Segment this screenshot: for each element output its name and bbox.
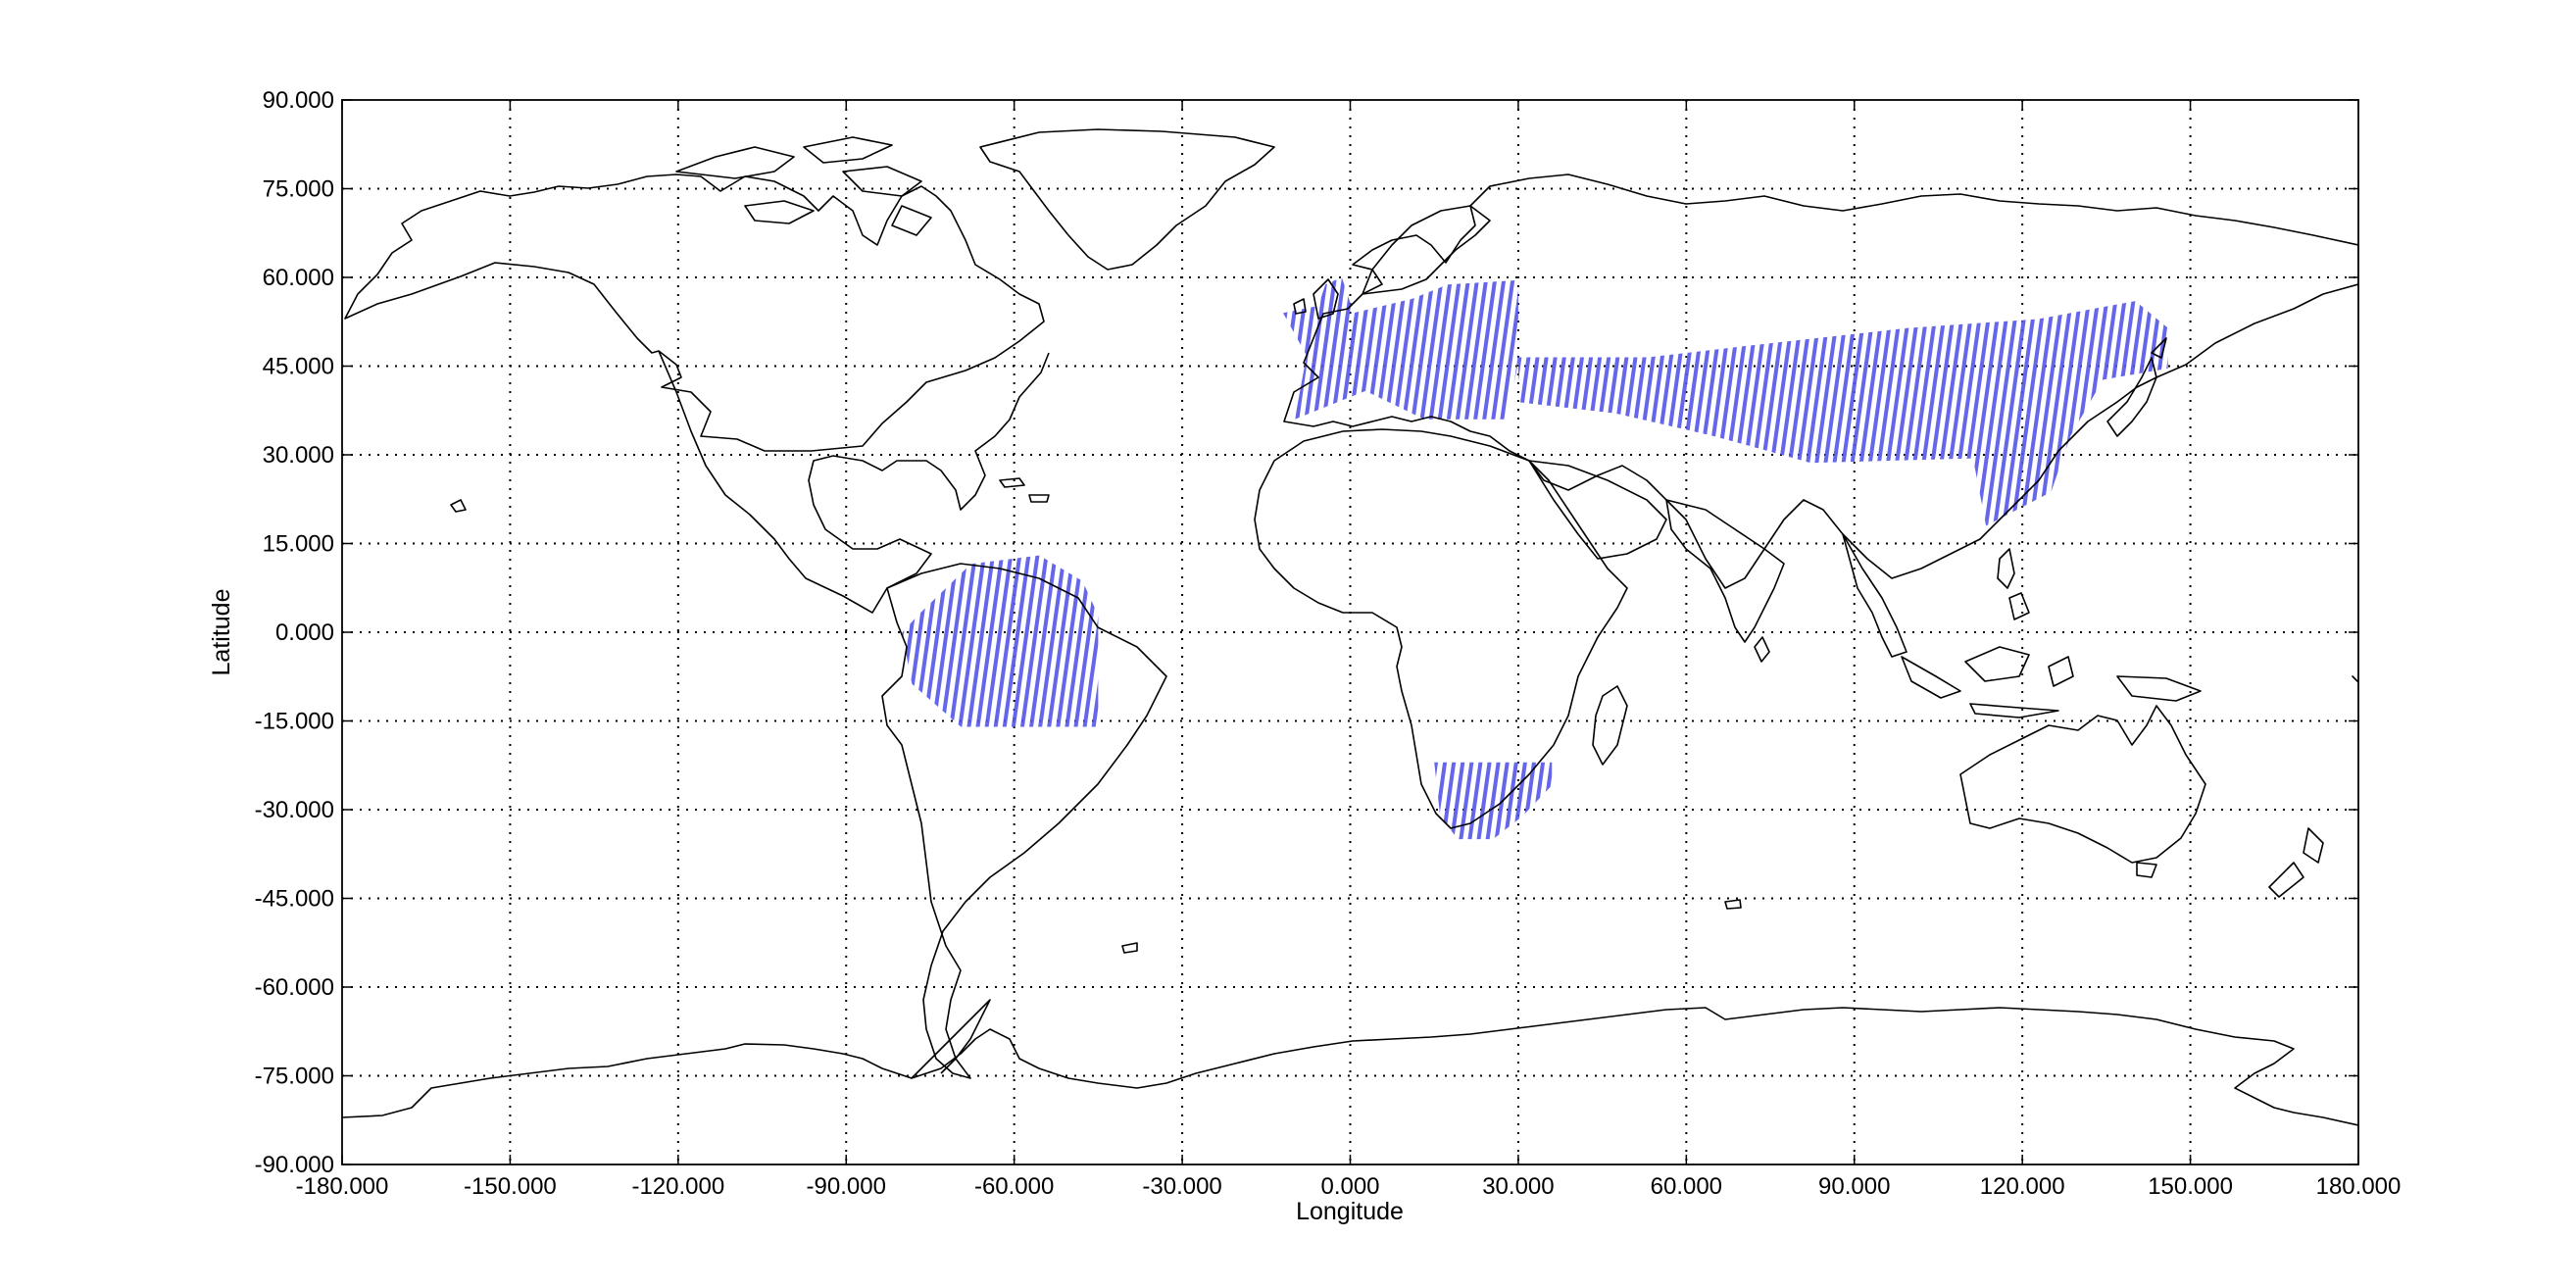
coast-japan [2106,337,2167,437]
coast-africa [1254,428,1628,829]
coastlines [342,128,2358,1126]
x-tick-label: 90.000 [1818,1173,1890,1200]
y-tick-label: -30.000 [255,797,334,823]
coast-arctic-islands [675,136,932,236]
coverage-region [1517,301,2168,526]
y-tick-label: 0.000 [275,619,334,646]
coast-new-zealand [2268,827,2324,898]
y-tick-label: -15.000 [255,709,334,735]
coverage-regions [902,277,2168,840]
y-tick-label: -90.000 [255,1152,334,1178]
y-tick-label: 15.000 [263,531,334,558]
y-tick-label: 30.000 [263,442,334,469]
y-tick-label: -45.000 [255,886,334,913]
y-tick-label: -75.000 [255,1064,334,1090]
coast-greenland [979,128,1275,271]
x-axis-ticks: -180.000 -150.000 -120.000 -90.000 -60.000 -3… [296,100,2402,1200]
x-tick-label: -90.000 [807,1173,886,1200]
y-tick-label: 60.000 [263,265,334,291]
coast-eurasia [1283,173,2358,589]
y-axis-label: Latitude [208,589,235,676]
x-tick-label: -180.000 [296,1173,389,1200]
y-tick-label: -60.000 [255,974,334,1001]
x-tick-label: 180.000 [2316,1173,2402,1200]
coast-british-isles [1293,278,1339,320]
coast-antarctic-peninsula [911,999,991,1079]
coast-arabia [1528,460,1667,560]
y-axis-ticks: 90.000 75.000 60.000 45.000 30.000 15.000 0.00… [255,87,2358,1178]
x-tick-label: 150.000 [2148,1173,2233,1200]
coast-philippines [1997,548,2030,620]
x-tick-label: 120.000 [1980,1173,2065,1200]
coast-southeast-asia [1842,533,1907,658]
coast-us-central-america [658,350,1050,614]
y-tick-label: 45.000 [263,354,334,380]
x-tick-label: -60.000 [974,1173,1054,1200]
x-axis-label: Longitude [1296,1198,1404,1225]
coast-australia [1959,705,2206,878]
x-tick-label: 60.000 [1651,1173,1722,1200]
x-tick-label: -30.000 [1142,1173,1221,1200]
x-tick-label: -120.000 [631,1173,724,1200]
coast-north-america [344,173,1045,452]
coast-south-america [881,563,1167,1079]
x-tick-label: 30.000 [1482,1173,1554,1200]
coast-madagascar [1592,685,1628,766]
coast-scandinavia [1362,205,1491,295]
coast-indonesia [1901,646,2202,718]
y-tick-label: 75.000 [263,176,334,203]
coast-india [1665,499,1785,663]
x-tick-label: -150.000 [464,1173,557,1200]
grid-lines [342,100,2358,1164]
coverage-region [902,555,1099,727]
x-tick-label: 0.000 [1320,1173,1379,1200]
coverage-region [1282,277,1518,420]
y-tick-label: 90.000 [263,87,334,114]
coast-antarctica [342,1007,2358,1126]
coast-small-islands [450,477,2358,954]
